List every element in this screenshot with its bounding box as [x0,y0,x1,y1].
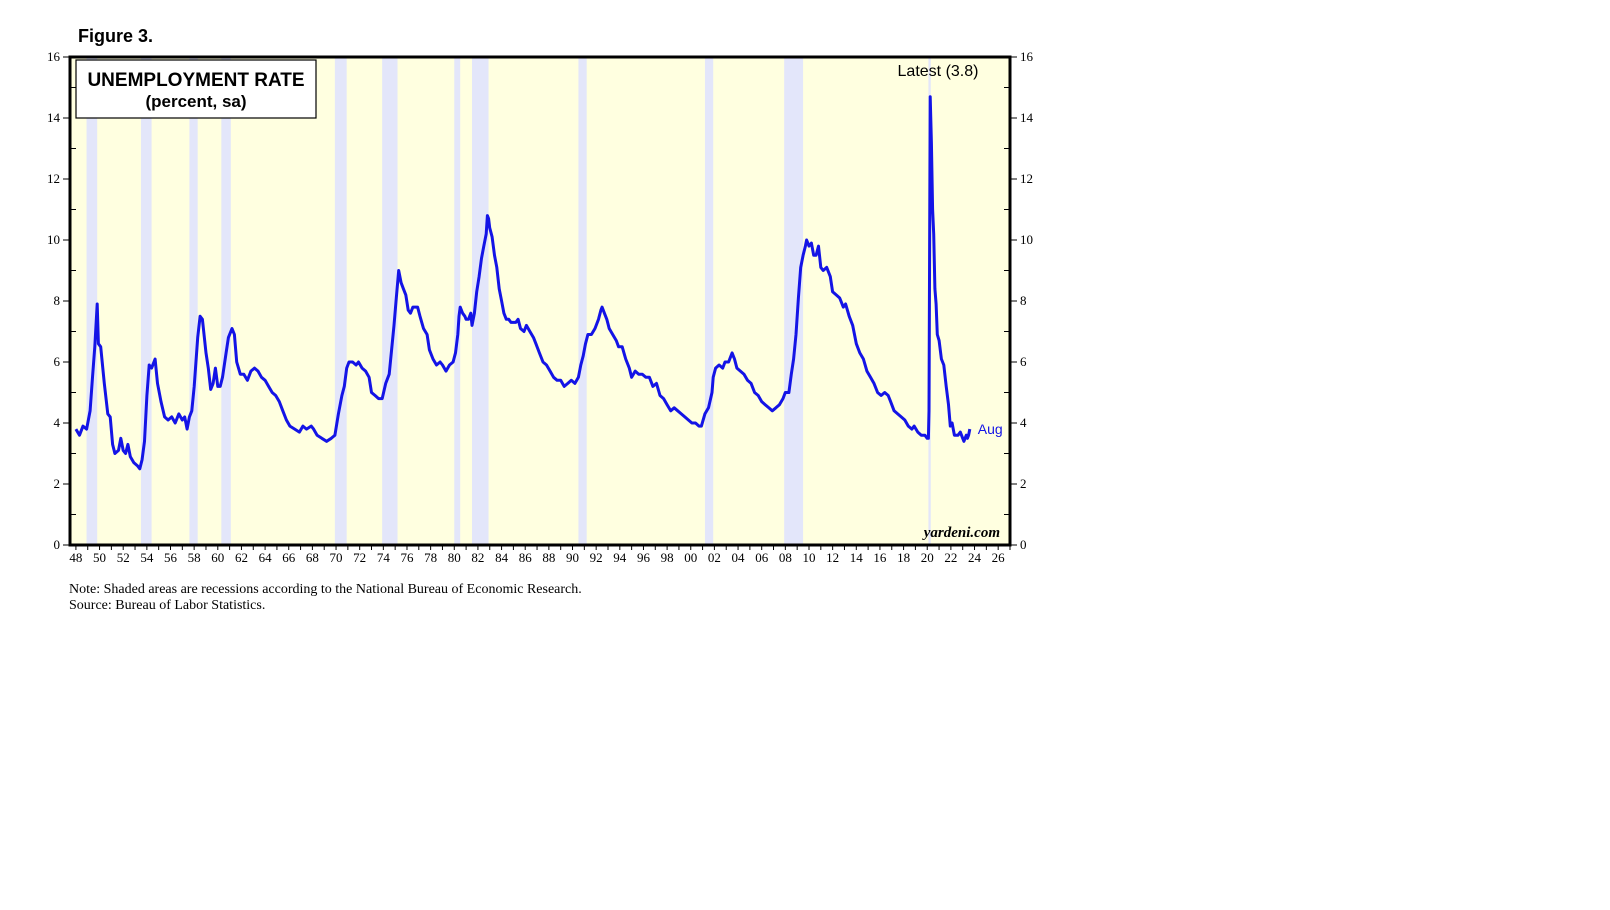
y-tick-label-right: 8 [1020,293,1027,308]
title-box: UNEMPLOYMENT RATE (percent, sa) [75,59,317,119]
x-tick-label: 74 [377,550,391,565]
x-tick-label: 68 [306,550,319,565]
x-tick-label: 78 [424,550,437,565]
plot-background [70,57,1010,545]
x-tick-label: 10 [802,550,815,565]
y-tick-label-right: 6 [1020,354,1027,369]
plot-area [70,57,1010,545]
x-tick-label: 26 [992,550,1006,565]
recession-band [140,57,152,545]
recession-band [784,57,804,545]
x-tick-label: 14 [850,550,864,565]
y-tick-label-left: 16 [47,49,61,64]
y-tick-label-right: 0 [1020,537,1027,552]
recession-band [704,57,714,545]
x-tick-label: 18 [897,550,910,565]
x-tick-label: 22 [944,550,957,565]
x-tick-label: 86 [519,550,533,565]
x-tick-label: 64 [259,550,273,565]
latest-value-label: Latest (3.8) [898,63,979,80]
recession-note: Note: Shaded areas are recessions accord… [69,582,582,597]
x-tick-label: 58 [188,550,201,565]
y-tick-label-right: 4 [1020,415,1027,430]
x-tick-label: 84 [495,550,509,565]
y-tick-label-right: 16 [1020,49,1034,64]
x-tick-label: 94 [613,550,627,565]
recession-band [578,57,587,545]
y-tick-label-right: 2 [1020,476,1027,491]
x-tick-label: 48 [69,550,82,565]
recession-bands [86,57,931,545]
x-tick-label: 88 [542,550,555,565]
recession-band [189,57,198,545]
x-tick-label: 96 [637,550,651,565]
x-tick-label: 98 [661,550,674,565]
x-tick-label: 66 [282,550,296,565]
x-tick-label: 20 [921,550,934,565]
x-tick-label: 16 [873,550,887,565]
y-tick-label-left: 10 [47,232,60,247]
x-tick-label: 62 [235,550,248,565]
x-tick-label: 76 [400,550,414,565]
x-tick-label: 92 [590,550,603,565]
x-tick-label: 82 [471,550,484,565]
x-tick-label: 00 [684,550,697,565]
x-tick-label: 60 [211,550,224,565]
y-tick-label-left: 4 [54,415,61,430]
figure-label: Figure 3. [78,26,154,46]
y-tick-label-left: 14 [47,110,61,125]
source-note: Source: Bureau of Labor Statistics. [69,598,266,613]
recession-band [472,57,489,545]
x-tick-label: 70 [330,550,343,565]
y-tick-label-right: 10 [1020,232,1033,247]
x-tick-label: 56 [164,550,178,565]
series-layer [74,95,972,471]
y-tick-label-right: 14 [1020,110,1034,125]
x-tick-label: 12 [826,550,839,565]
series-line [74,95,972,471]
chart-subtitle: (percent, sa) [145,92,246,111]
x-tick-label: 50 [93,550,106,565]
recession-band [334,57,347,545]
x-tick-label: 52 [117,550,130,565]
watermark: yardeni.com [922,525,1000,541]
recession-band [454,57,461,545]
recession-band [382,57,398,545]
x-tick-label: 04 [732,550,746,565]
y-tick-label-left: 12 [47,171,60,186]
x-tick-label: 08 [779,550,792,565]
x-tick-label: 54 [140,550,154,565]
x-tick-label: 90 [566,550,579,565]
x-tick-label: 72 [353,550,366,565]
end-month-label: Aug [978,421,1003,437]
x-tick-label: 80 [448,550,461,565]
x-tick-label: 02 [708,550,721,565]
y-tick-label-left: 6 [54,354,61,369]
y-tick-label-left: 8 [54,293,61,308]
y-tick-label-left: 0 [54,537,61,552]
y-tick-label-right: 12 [1020,171,1033,186]
x-tick-label: 06 [755,550,769,565]
recession-band [86,57,98,545]
x-tick-label: 24 [968,550,982,565]
chart-title: UNEMPLOYMENT RATE [87,70,304,91]
recession-band [221,57,231,545]
y-tick-label-left: 2 [54,476,61,491]
